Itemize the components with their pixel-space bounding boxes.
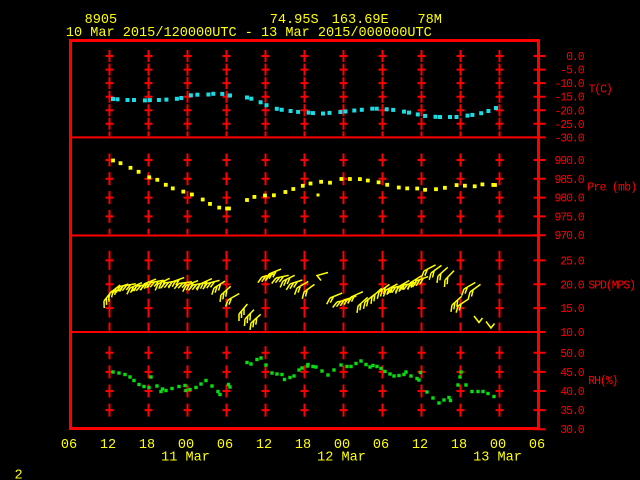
svg-text:980.0: 980.0 <box>555 193 585 206</box>
svg-text:SPD(MPS): SPD(MPS) <box>588 280 634 293</box>
svg-text:Pre (mb): Pre (mb) <box>587 181 636 194</box>
svg-text:13 Mar: 13 Mar <box>473 451 522 466</box>
svg-text:985.0: 985.0 <box>555 174 585 187</box>
svg-text:25.0: 25.0 <box>560 255 584 268</box>
svg-text:RH(%): RH(%) <box>588 375 617 388</box>
svg-text:18: 18 <box>451 438 467 453</box>
svg-text:00: 00 <box>490 438 506 453</box>
svg-text:10.0: 10.0 <box>560 327 584 340</box>
svg-text:18: 18 <box>295 438 311 453</box>
svg-text:15.0: 15.0 <box>560 303 584 316</box>
svg-text:78M: 78M <box>418 13 442 28</box>
svg-text:00: 00 <box>178 438 194 453</box>
svg-text:00: 00 <box>334 438 350 453</box>
svg-text:18: 18 <box>139 438 155 453</box>
svg-text:45.0: 45.0 <box>560 367 584 380</box>
svg-text:-15.0: -15.0 <box>555 92 585 105</box>
svg-text:T(C): T(C) <box>589 84 612 97</box>
svg-text:8905: 8905 <box>85 13 118 28</box>
svg-text:12: 12 <box>256 438 272 453</box>
svg-text:-10.0: -10.0 <box>555 78 585 91</box>
svg-text:-25.0: -25.0 <box>555 119 585 132</box>
svg-text:40.0: 40.0 <box>560 386 584 399</box>
svg-text:12 Mar: 12 Mar <box>317 451 366 466</box>
svg-text:30.0: 30.0 <box>560 424 584 437</box>
svg-text:990.0: 990.0 <box>555 155 585 168</box>
svg-text:06: 06 <box>529 438 545 453</box>
svg-text:74.95S: 74.95S <box>270 13 319 28</box>
svg-text:2: 2 <box>15 468 23 480</box>
svg-text:11 Mar: 11 Mar <box>161 451 210 466</box>
svg-text:0.0: 0.0 <box>566 51 585 64</box>
svg-text:975.0: 975.0 <box>555 211 585 224</box>
svg-text:12: 12 <box>100 438 116 453</box>
svg-text:06: 06 <box>373 438 389 453</box>
svg-text:12: 12 <box>412 438 428 453</box>
svg-text:06: 06 <box>61 438 77 453</box>
svg-text:970.0: 970.0 <box>555 230 585 243</box>
svg-text:-20.0: -20.0 <box>555 105 585 118</box>
svg-text:20.0: 20.0 <box>560 279 584 292</box>
svg-text:06: 06 <box>217 438 233 453</box>
svg-text:-30.0: -30.0 <box>555 132 585 145</box>
svg-text:10 Mar 2015/120000UTC - 13 Mar: 10 Mar 2015/120000UTC - 13 Mar 2015/0000… <box>66 26 432 41</box>
svg-text:163.69E: 163.69E <box>332 13 389 28</box>
svg-text:35.0: 35.0 <box>560 405 584 418</box>
svg-text:-5.0: -5.0 <box>560 65 584 78</box>
svg-text:50.0: 50.0 <box>560 348 584 361</box>
